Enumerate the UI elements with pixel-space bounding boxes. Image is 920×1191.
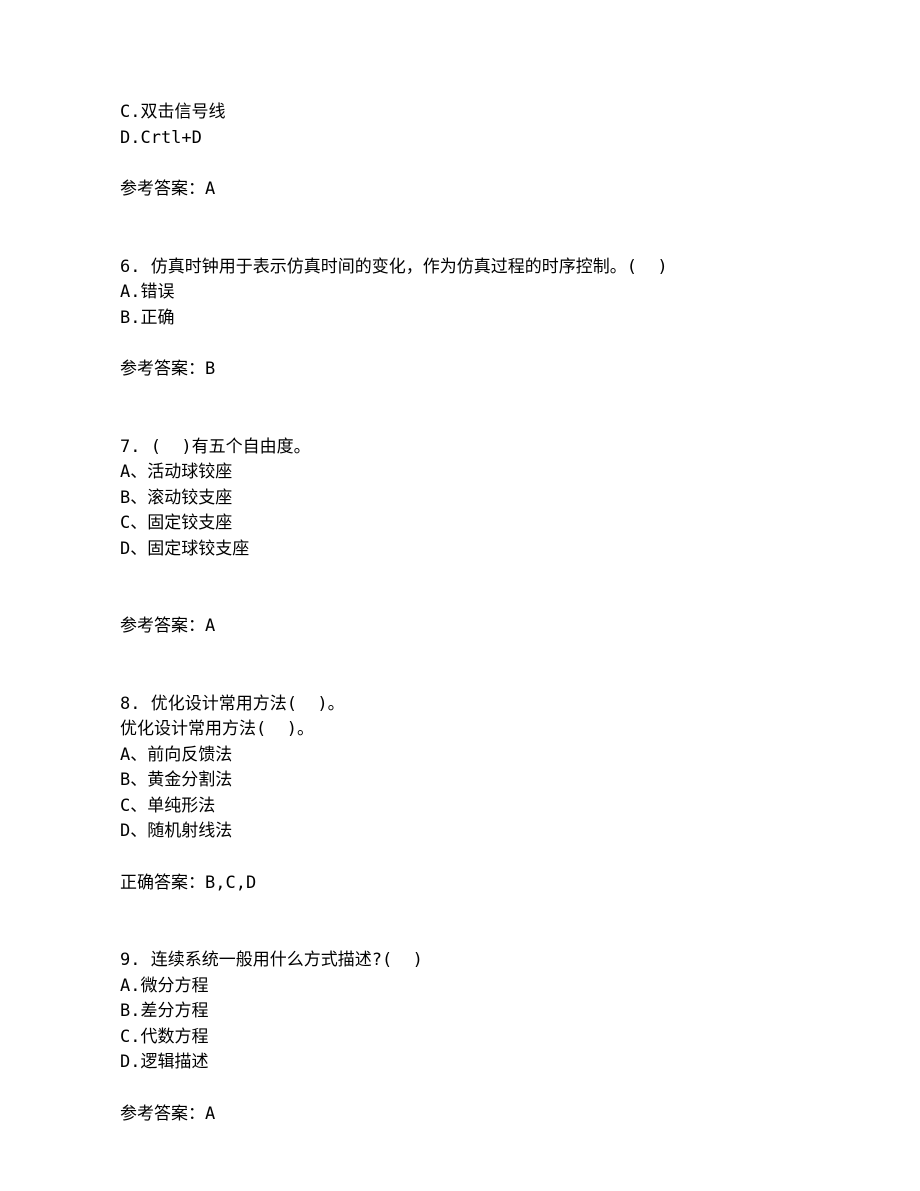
option-text: B、黄金分割法 xyxy=(120,768,820,794)
answer-text: 正确答案：B,C,D xyxy=(120,871,820,897)
option-text: C、单纯形法 xyxy=(120,794,820,820)
option-text: D.逻辑描述 xyxy=(120,1050,820,1076)
question-stem: 9. 连续系统一般用什么方式描述?( ) xyxy=(120,948,820,974)
question-stem-repeat: 优化设计常用方法( )。 xyxy=(120,717,820,743)
option-text: B.正确 xyxy=(120,306,820,332)
option-text: A、前向反馈法 xyxy=(120,743,820,769)
question-7: 7. ( )有五个自由度。 A、活动球铰座 B、滚动铰支座 C、固定铰支座 D、… xyxy=(120,435,820,640)
answer-text: 参考答案：B xyxy=(120,357,820,383)
question-8: 8. 优化设计常用方法( )。 优化设计常用方法( )。 A、前向反馈法 B、黄… xyxy=(120,692,820,897)
question-stem: 6. 仿真时钟用于表示仿真时间的变化，作为仿真过程的时序控制。( ) xyxy=(120,255,820,281)
answer-text: 参考答案：A xyxy=(120,177,820,203)
question-6: 6. 仿真时钟用于表示仿真时间的变化，作为仿真过程的时序控制。( ) A.错误 … xyxy=(120,255,820,383)
answer-text: 参考答案：A xyxy=(120,614,820,640)
option-text: A.微分方程 xyxy=(120,974,820,1000)
option-text: D.Crtl+D xyxy=(120,126,820,152)
option-text: B.差分方程 xyxy=(120,999,820,1025)
document-page: C.双击信号线 D.Crtl+D 参考答案：A 6. 仿真时钟用于表示仿真时间的… xyxy=(0,0,920,1127)
answer-text: 参考答案：A xyxy=(120,1102,820,1128)
question-5-tail: C.双击信号线 D.Crtl+D 参考答案：A xyxy=(120,100,820,203)
option-text: C.双击信号线 xyxy=(120,100,820,126)
question-stem: 8. 优化设计常用方法( )。 xyxy=(120,692,820,718)
option-text: D、固定球铰支座 xyxy=(120,537,820,563)
option-text: A、活动球铰座 xyxy=(120,460,820,486)
option-text: B、滚动铰支座 xyxy=(120,486,820,512)
question-stem: 7. ( )有五个自由度。 xyxy=(120,435,820,461)
option-text: C、固定铰支座 xyxy=(120,511,820,537)
option-text: A.错误 xyxy=(120,280,820,306)
question-9: 9. 连续系统一般用什么方式描述?( ) A.微分方程 B.差分方程 C.代数方… xyxy=(120,948,820,1127)
option-text: C.代数方程 xyxy=(120,1025,820,1051)
option-text: D、随机射线法 xyxy=(120,819,820,845)
